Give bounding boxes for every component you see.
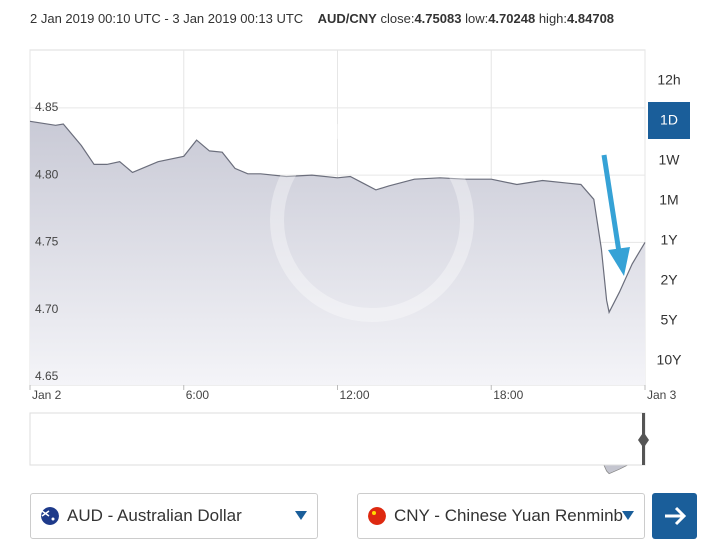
x-tick-label: Jan 3 [647, 388, 677, 402]
period-button[interactable] [648, 342, 690, 379]
period-label: 10Y [657, 352, 683, 368]
y-tick-label: 4.65 [35, 369, 59, 383]
watermark [270, 118, 474, 322]
arrow-head [608, 247, 630, 276]
period-label: 1Y [660, 232, 678, 248]
period-button[interactable] [648, 182, 690, 219]
caret [622, 511, 634, 520]
convert-button[interactable] [652, 493, 697, 539]
close-label: close: [380, 11, 415, 26]
from-currency: AUD - Australian Dollar [67, 506, 242, 525]
period-label: 12h [657, 72, 680, 88]
x-tick-label: 6:00 [186, 388, 210, 402]
annotation-arrow [601, 154, 630, 276]
y-tick-label: 4.70 [35, 302, 59, 316]
arrow-shaft [601, 154, 622, 253]
period-label: 5Y [660, 312, 678, 328]
navigator [29, 412, 646, 466]
from-currency-select[interactable]: AUD - Australian Dollar [30, 493, 318, 539]
low-label: low: [465, 11, 489, 26]
x-tick-label: 18:00 [493, 388, 523, 402]
y-tick-label: 4.85 [35, 100, 59, 114]
high-label: high: [538, 11, 568, 26]
x-tick-label: Jan 2 [32, 388, 62, 402]
period-label: 1W [659, 152, 681, 168]
period-button[interactable] [648, 302, 690, 339]
to-currency: CNY - Chinese Yuan Renminb [394, 506, 624, 525]
line [29, 120, 646, 315]
chart-header: 2 Jan 2019 00:10 UTC - 3 Jan 2019 00:13 … [30, 11, 614, 26]
convert-arrow [665, 506, 687, 526]
period-label: 1D [660, 112, 678, 128]
navigator-grip[interactable] [638, 432, 649, 448]
y-tick-label: 4.75 [35, 235, 59, 249]
y-tick-label: 4.80 [35, 167, 59, 181]
to-currency-select[interactable]: CNY - Chinese Yuan Renminb [357, 493, 645, 539]
period-button[interactable] [648, 222, 690, 259]
period-label: 2Y [660, 272, 678, 288]
chart: 12h 1D 1W 1M 1Y 2Y 5Y 10Y 4.65 4.70 4.75 4.80 4.85 J… [29, 49, 690, 475]
close-value: 4.75083 [414, 11, 462, 26]
low-value: 4.70248 [488, 11, 536, 26]
period-button[interactable] [648, 142, 690, 179]
flag-au [41, 507, 59, 525]
period-button[interactable] [648, 62, 690, 99]
pair: AUD/CNY [317, 11, 377, 26]
period-label: 1M [659, 192, 678, 208]
flag-cn [368, 507, 386, 525]
period-button[interactable] [648, 102, 690, 139]
caret [295, 511, 307, 520]
area [30, 121, 645, 386]
high-value: 4.84708 [567, 11, 615, 26]
period-button[interactable] [648, 262, 690, 299]
date-range: 2 Jan 2019 00:10 UTC - 3 Jan 2019 00:13 … [30, 11, 304, 26]
x-tick-label: 12:00 [340, 388, 370, 402]
